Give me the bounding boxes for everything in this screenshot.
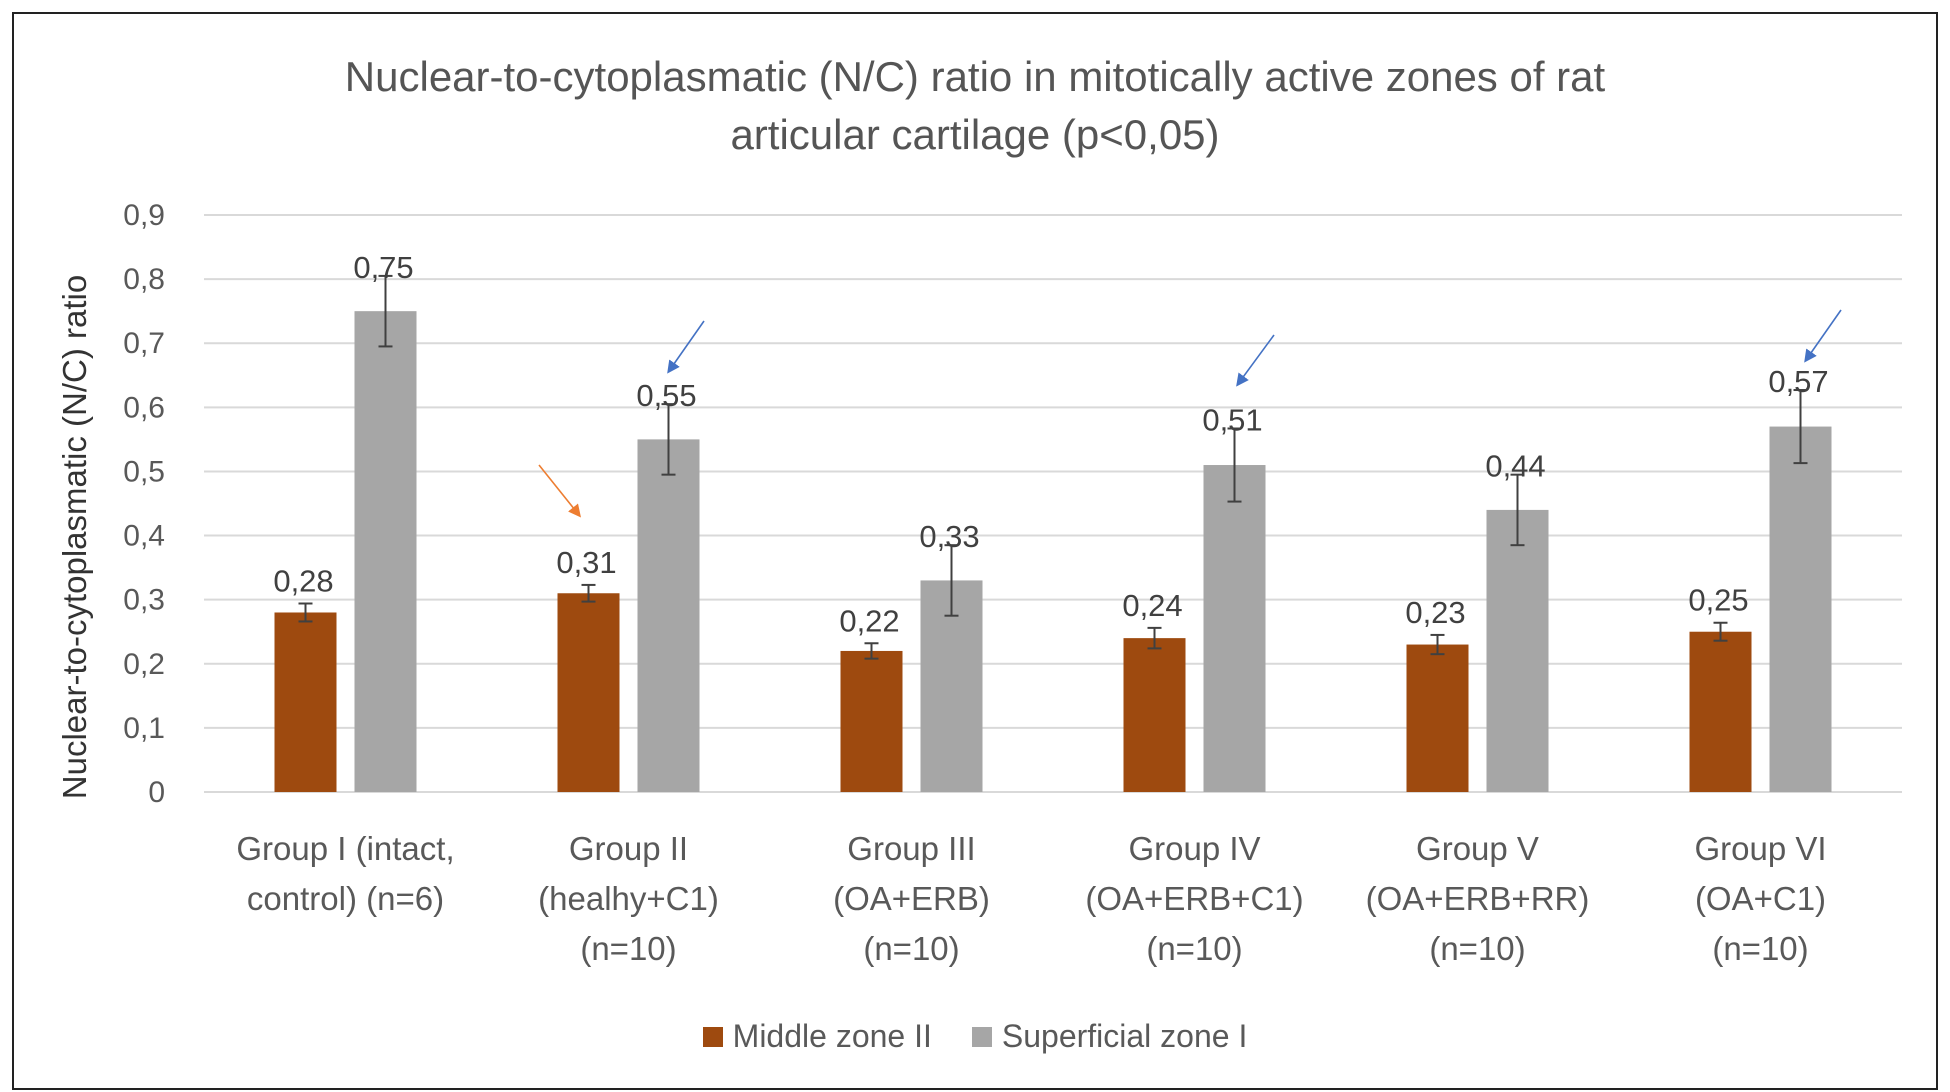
figure-frame [12,12,1938,1090]
bar [1406,644,1469,792]
bar [1123,638,1186,792]
bar [1769,426,1832,792]
legend-label-superficial-zone: Superficial zone I [1001,1018,1248,1054]
y-tick-label: 0,9 [123,199,165,232]
y-tick-label: 0 [148,776,165,809]
x-category-label: (OA+ERB) [833,880,990,917]
chart-title-line-1: Nuclear-to-cytoplasmatic (N/C) ratio in … [344,53,1606,100]
data-label: 0,44 [1485,449,1545,484]
legend: Middle zone II Superficial zone I [0,1018,1950,1055]
legend-swatch-superficial-zone [971,1026,992,1047]
y-tick-label: 0,1 [123,712,165,745]
x-category-label: (OA+ERB+C1) [1085,880,1303,917]
bar [354,311,417,792]
x-category-label: (n=10) [1146,930,1242,967]
annotation-arrow-icon [1804,309,1842,363]
x-category-label: control) (n=6) [247,880,444,917]
bar [274,612,337,792]
y-tick-label: 0,2 [123,648,165,681]
legend-item-superficial-zone: Superficial zone I [971,1018,1248,1055]
y-tick-label: 0,5 [123,455,165,488]
data-label: 0,55 [636,378,696,413]
x-category-label: Group IV [1128,830,1260,867]
y-tick-label: 0,7 [123,327,165,360]
data-label: 0,24 [1122,588,1182,623]
chart-title: Nuclear-to-cytoplasmatic (N/C) ratio in … [0,48,1950,164]
bar [557,593,620,792]
bar [840,650,903,792]
data-label: 0,31 [556,545,616,580]
legend-swatch-middle-zone [702,1026,723,1047]
bar [637,439,700,792]
x-category-label: Group VI [1694,830,1826,867]
data-label: 0,22 [839,603,899,638]
x-category-label: (healhy+C1) [538,880,719,917]
y-tick-label: 0,8 [123,263,165,296]
chart-title-line-2: articular cartilage (p<0,05) [730,111,1220,158]
bar [1689,631,1752,792]
data-label: 0,75 [353,250,413,285]
data-label: 0,25 [1688,583,1748,618]
data-label: 0,28 [273,564,333,599]
x-category-label: (n=10) [1429,930,1525,967]
legend-label-middle-zone: Middle zone II [732,1018,932,1054]
x-category-label: (OA+ERB+RR) [1366,880,1590,917]
x-category-label: (OA+C1) [1695,880,1826,917]
x-category-label: (n=10) [1712,930,1808,967]
data-label: 0,51 [1202,402,1262,437]
annotation-arrow-icon [1236,334,1275,387]
y-tick-label: 0,4 [123,520,165,553]
x-category-label: (n=10) [863,930,959,967]
data-label: 0,57 [1768,364,1828,399]
x-category-label: Group V [1416,830,1539,867]
x-category-label: Group III [847,830,975,867]
x-category-label: Group I (intact, [236,830,454,867]
bar [1203,465,1266,792]
y-tick-label: 0,6 [123,391,165,424]
legend-item-middle-zone: Middle zone II [702,1018,932,1055]
x-category-label: Group II [569,830,688,867]
data-label: 0,33 [919,519,979,554]
y-tick-label: 0,3 [123,584,165,617]
annotation-arrow-icon [538,464,581,518]
data-label: 0,23 [1405,595,1465,630]
bar [1486,509,1549,792]
x-category-label: (n=10) [580,930,676,967]
annotation-arrow-icon [667,320,705,374]
